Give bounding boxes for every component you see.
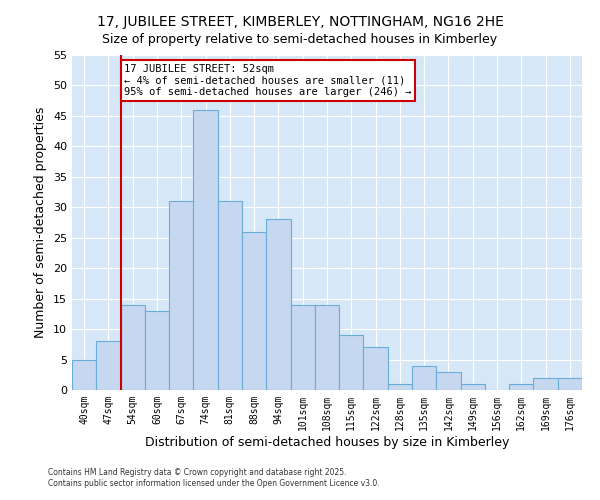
Bar — [315, 304, 339, 390]
Y-axis label: Number of semi-detached properties: Number of semi-detached properties — [34, 107, 47, 338]
Bar — [218, 201, 242, 390]
Bar — [461, 384, 485, 390]
Bar — [242, 232, 266, 390]
Bar — [96, 342, 121, 390]
Bar — [558, 378, 582, 390]
Bar — [388, 384, 412, 390]
Text: 17, JUBILEE STREET, KIMBERLEY, NOTTINGHAM, NG16 2HE: 17, JUBILEE STREET, KIMBERLEY, NOTTINGHA… — [97, 15, 503, 29]
X-axis label: Distribution of semi-detached houses by size in Kimberley: Distribution of semi-detached houses by … — [145, 436, 509, 448]
Text: 17 JUBILEE STREET: 52sqm
← 4% of semi-detached houses are smaller (11)
95% of se: 17 JUBILEE STREET: 52sqm ← 4% of semi-de… — [124, 64, 412, 98]
Bar — [266, 220, 290, 390]
Text: Size of property relative to semi-detached houses in Kimberley: Size of property relative to semi-detach… — [103, 32, 497, 46]
Bar — [169, 201, 193, 390]
Bar — [436, 372, 461, 390]
Bar — [145, 311, 169, 390]
Bar — [121, 304, 145, 390]
Bar — [533, 378, 558, 390]
Bar — [339, 335, 364, 390]
Text: Contains HM Land Registry data © Crown copyright and database right 2025.
Contai: Contains HM Land Registry data © Crown c… — [48, 468, 380, 487]
Bar — [364, 348, 388, 390]
Bar — [509, 384, 533, 390]
Bar — [193, 110, 218, 390]
Bar — [72, 360, 96, 390]
Bar — [290, 304, 315, 390]
Bar — [412, 366, 436, 390]
